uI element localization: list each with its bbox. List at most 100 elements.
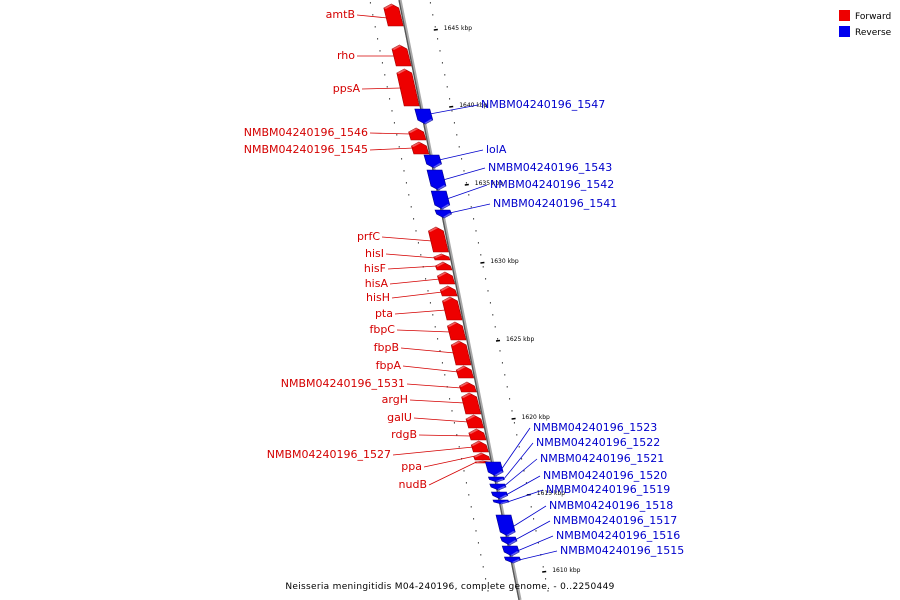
kbp-tick [480, 261, 485, 264]
reverse-gene-label: NMBM04240196_1521 [540, 452, 664, 465]
forward-label-connector [423, 455, 476, 468]
forward-gene-label: NMBM04240196_1527 [267, 448, 391, 461]
forward-gene-arrow-highlight [396, 69, 407, 74]
forward-label-connector [385, 253, 436, 259]
forward-label-connector [406, 383, 462, 389]
reverse-label-connector [517, 535, 554, 552]
forward-gene-arrow [447, 321, 467, 341]
forward-gene-arrow [396, 68, 420, 107]
kbp-label: 1615 kbp [537, 490, 565, 497]
kbp-label: 1620 kbp [522, 414, 550, 421]
forward-gene-arrow [433, 253, 451, 261]
forward-label-connector [389, 278, 440, 285]
forward-gene-arrow [435, 261, 453, 271]
gene-arrows [383, 3, 521, 564]
forward-gene-arrow [411, 141, 430, 155]
reverse-gene-label: NMBM04240196_1541 [493, 197, 617, 210]
legend-forward-label: Forward [855, 12, 891, 22]
reverse-gene-arrow [434, 209, 452, 219]
reverse-label-connector [446, 184, 488, 200]
forward-gene-arrow-highlight [408, 128, 419, 133]
reverse-gene-arrow [430, 190, 451, 210]
forward-gene-arrow-highlight [442, 297, 452, 302]
forward-gene-arrow [470, 440, 489, 453]
reverse-gene-arrow-highlight [494, 471, 504, 476]
reverse-gene-label: NMBM04240196_1522 [536, 436, 660, 449]
reverse-label-connector [438, 149, 484, 161]
forward-gene-arrow [459, 381, 477, 393]
forward-label-connector [409, 399, 465, 404]
legend-reverse-label: Reverse [855, 28, 892, 38]
reverse-gene-arrow-highlight [510, 551, 520, 556]
reverse-gene-arrow [492, 499, 510, 505]
reverse-gene-arrow-highlight [441, 204, 450, 209]
reverse-gene-label: NMBM04240196_1518 [549, 499, 673, 512]
label-connectors [356, 14, 558, 561]
kbp-tick [433, 28, 438, 31]
forward-gene-arrow-highlight [475, 461, 485, 463]
reverse-label-connector [505, 475, 541, 496]
kbp-tick [495, 339, 501, 342]
reverse-gene-arrow-highlight [433, 163, 442, 168]
reverse-label-connector [502, 442, 534, 481]
forward-gene-arrow [437, 271, 456, 285]
legend: Forward Reverse [839, 10, 892, 38]
reverse-label-connector [503, 458, 538, 487]
reverse-gene-arrow-highlight [495, 478, 505, 482]
forward-gene-label: hisF [364, 262, 386, 275]
reverse-label-connector [518, 550, 558, 561]
forward-label-connector [356, 14, 388, 19]
reverse-gene-arrow [426, 169, 447, 191]
reverse-gene-arrow-highlight [443, 213, 452, 218]
reverse-gene-arrow [489, 483, 507, 491]
reverse-gene-arrow [485, 461, 504, 477]
forward-label-connector [428, 461, 477, 486]
forward-gene-arrow [465, 414, 484, 429]
reverse-gene-label: NMBM04240196_1519 [546, 483, 670, 496]
forward-gene-label: NMBM04240196_1545 [244, 143, 368, 156]
forward-label-connector [361, 87, 402, 90]
kbp-label: 1645 kbp [444, 25, 472, 32]
forward-gene-arrow-highlight [392, 45, 402, 50]
forward-label-connector [391, 291, 443, 299]
genome-caption: Neisseria meningitidis M04-240196, compl… [285, 582, 614, 592]
forward-gene-arrow [461, 392, 482, 415]
legend-forward-swatch [839, 10, 850, 21]
reverse-gene-arrow-highlight [424, 119, 433, 124]
kbp-label: 1610 kbp [552, 567, 580, 574]
reverse-label-connector [500, 427, 531, 471]
reverse-gene-label: NMBM04240196_1523 [533, 421, 657, 434]
kbp-label: 1635 kbp [475, 180, 503, 187]
forward-gene-label: pta [375, 307, 393, 320]
reverse-gene-arrow [423, 154, 442, 169]
reverse-gene-arrow [499, 536, 518, 546]
forward-gene-arrow-highlight [466, 415, 476, 420]
forward-gene-arrow-highlight [447, 322, 457, 327]
forward-gene-arrow [391, 44, 412, 67]
reverse-gene-arrow [503, 556, 521, 564]
reverse-gene-label: NMBM04240196_1516 [556, 529, 680, 542]
reverse-gene-label: NMBM04240196_1547 [481, 98, 605, 111]
forward-gene-label: rho [337, 49, 355, 62]
forward-label-connector [418, 434, 472, 437]
forward-gene-label: hisI [365, 247, 384, 260]
forward-gene-arrow-highlight [471, 441, 481, 446]
forward-label-connector [396, 329, 451, 333]
reverse-label-connector [514, 520, 551, 541]
reverse-label-connector [442, 167, 486, 181]
forward-gene-label: fbpC [369, 323, 395, 336]
reverse-label-connector [507, 489, 544, 503]
reverse-gene-arrow-highlight [506, 531, 516, 536]
reverse-gene-arrow [414, 108, 434, 125]
forward-gene-label: argH [382, 393, 408, 406]
forward-label-connector [394, 309, 447, 315]
forward-gene-label: NMBM04240196_1546 [244, 126, 368, 139]
reverse-label-connector [449, 203, 491, 214]
reverse-gene-label: NMBM04240196_1542 [490, 178, 614, 191]
forward-gene-arrow-highlight [435, 262, 445, 267]
forward-label-connector [369, 147, 414, 151]
forward-label-connector [392, 446, 474, 456]
kbp-label: 1630 kbp [490, 258, 518, 265]
forward-gene-label: rdgB [391, 428, 417, 441]
